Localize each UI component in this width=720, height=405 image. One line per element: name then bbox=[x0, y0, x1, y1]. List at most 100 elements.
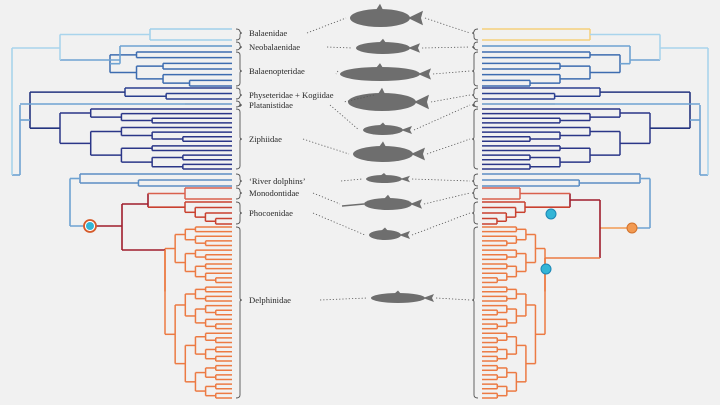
leader-line bbox=[306, 17, 347, 34]
family-label: Balaenopteridae bbox=[249, 66, 305, 76]
leader-line bbox=[329, 104, 360, 131]
dorsal-fin bbox=[394, 290, 401, 294]
river-dolphin-silhouette bbox=[363, 122, 412, 135]
dorsal-fin bbox=[379, 141, 386, 147]
node-marker bbox=[540, 263, 552, 275]
dorsal-fin bbox=[376, 3, 383, 10]
family-bracket bbox=[471, 87, 479, 100]
porpoise-body bbox=[369, 230, 401, 240]
right-whale-silhouette bbox=[350, 3, 423, 27]
tail-fluke bbox=[400, 175, 410, 183]
family-bracket bbox=[235, 41, 243, 51]
leader-line bbox=[335, 70, 339, 75]
right-clade-2 bbox=[482, 51, 621, 87]
family-label: Neobalaenidae bbox=[249, 42, 300, 52]
family-bracket bbox=[235, 201, 243, 225]
family-bracket bbox=[471, 28, 479, 41]
narwhal-silhouette bbox=[341, 194, 422, 210]
dorsal-fin bbox=[384, 194, 391, 199]
dorsal-fin bbox=[376, 63, 383, 68]
dolphin-silhouette bbox=[371, 290, 434, 303]
leader-line bbox=[421, 46, 471, 49]
right-clade-3 bbox=[482, 87, 601, 100]
leader-line bbox=[426, 138, 471, 155]
right-clade-5 bbox=[482, 108, 651, 170]
sperm-whale-silhouette bbox=[348, 87, 429, 111]
family-bracket bbox=[471, 51, 479, 87]
family-bracket bbox=[471, 108, 479, 170]
left-clade-3 bbox=[124, 87, 232, 100]
dorsal-fin bbox=[378, 87, 385, 94]
pygmy-right-whale-silhouette bbox=[356, 38, 420, 54]
node-marker bbox=[545, 208, 557, 220]
tail-fluke bbox=[423, 294, 434, 302]
tail-fluke bbox=[410, 199, 422, 209]
dolphin-body bbox=[371, 293, 425, 303]
left-clade-8 bbox=[184, 201, 232, 225]
family-bracket bbox=[235, 51, 243, 87]
leader-line bbox=[326, 46, 353, 49]
node-marker bbox=[86, 222, 94, 230]
right-clade-0 bbox=[482, 28, 591, 41]
family-bracket bbox=[235, 226, 243, 399]
family-bracket bbox=[235, 173, 243, 187]
leader-line bbox=[432, 70, 471, 75]
family-label: Physeteridae + Kogiidae bbox=[249, 90, 334, 100]
river-dolphin-body bbox=[366, 175, 402, 183]
family-label: Platanistidae bbox=[249, 100, 293, 110]
tail-fluke bbox=[401, 126, 412, 134]
leader-line bbox=[302, 138, 350, 155]
right-clade-9 bbox=[482, 226, 546, 399]
leader-line bbox=[423, 192, 471, 205]
sperm-whale-body bbox=[348, 93, 416, 111]
leader-line bbox=[340, 178, 363, 182]
river-dolphin-body bbox=[363, 125, 403, 135]
leader-line bbox=[312, 192, 341, 205]
left-clade-2 bbox=[109, 51, 232, 87]
leader-line bbox=[343, 94, 375, 103]
family-bracket bbox=[471, 173, 479, 187]
family-label: Ziphiidae bbox=[249, 134, 282, 144]
tail-fluke bbox=[399, 231, 410, 239]
dorsal-fin bbox=[381, 227, 388, 231]
family-bracket bbox=[471, 187, 479, 200]
leader-line bbox=[312, 212, 366, 236]
left-clade-6 bbox=[79, 173, 232, 187]
left-clade-0 bbox=[149, 28, 232, 41]
family-bracket bbox=[235, 100, 243, 108]
family-label: Monodontidae bbox=[249, 188, 299, 198]
porpoise-silhouette bbox=[369, 227, 410, 240]
dorsal-fin bbox=[379, 122, 386, 126]
leader-line bbox=[411, 212, 471, 236]
family-bracket bbox=[235, 187, 243, 200]
family-bracket bbox=[235, 108, 243, 170]
tail-fluke bbox=[414, 94, 429, 110]
beaked-whale-body bbox=[353, 146, 413, 162]
tail-fluke bbox=[411, 147, 425, 161]
left-clade-7 bbox=[184, 187, 232, 200]
rorqual-body bbox=[340, 67, 420, 81]
dorsal-fin bbox=[379, 38, 386, 43]
family-bracket bbox=[471, 100, 479, 108]
family-bracket bbox=[235, 87, 243, 100]
family-label: ‘River dolphins’ bbox=[249, 176, 306, 186]
narwhal-tusk bbox=[341, 203, 365, 207]
dorsal-fin bbox=[380, 173, 387, 176]
family-label: Balaenidae bbox=[249, 28, 287, 38]
left-clade-5 bbox=[59, 108, 232, 170]
leader-line bbox=[319, 297, 368, 301]
tail-fluke bbox=[408, 10, 423, 26]
family-bracket bbox=[471, 41, 479, 51]
family-label: Delphinidae bbox=[249, 295, 291, 305]
leader-line bbox=[411, 178, 471, 182]
pygmy-right-whale-body bbox=[356, 42, 410, 54]
leader-line bbox=[430, 94, 471, 103]
leader-line bbox=[413, 104, 471, 131]
beaked-whale-silhouette bbox=[353, 141, 425, 162]
leader-line bbox=[424, 17, 471, 34]
narwhal-body bbox=[364, 198, 412, 210]
leader-line bbox=[435, 297, 471, 301]
right-whale-body bbox=[350, 9, 410, 27]
